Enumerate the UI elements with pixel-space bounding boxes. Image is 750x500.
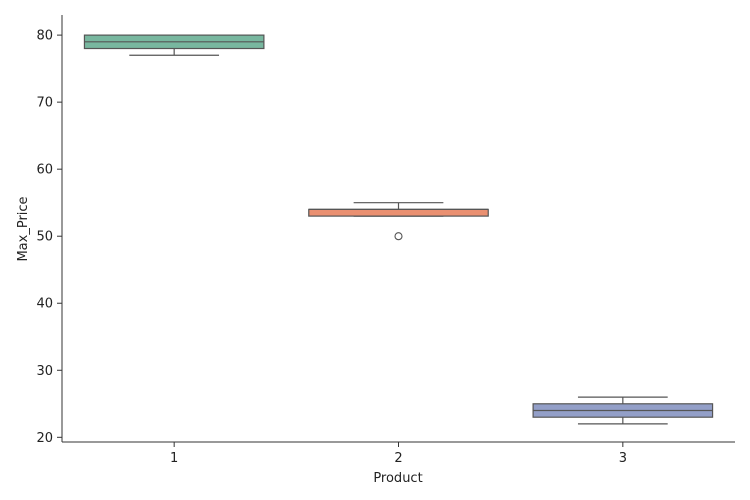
axes (61, 15, 735, 443)
outlier-point (394, 232, 403, 241)
iqr-box (308, 208, 489, 217)
boxes (83, 34, 714, 425)
x-tick-label: 1 (170, 451, 178, 466)
box-1 (83, 34, 265, 56)
x-tick-label: 3 (619, 451, 627, 466)
x-ticks: 1 2 3 (170, 442, 627, 466)
y-tick-label: 40 (36, 297, 53, 312)
y-ticks: 20 30 40 50 60 70 80 (36, 29, 62, 446)
box-3 (532, 396, 714, 425)
y-tick-label: 20 (36, 431, 53, 446)
y-tick-label: 50 (36, 230, 53, 245)
y-tick-label: 80 (36, 29, 53, 44)
box-2 (308, 202, 489, 241)
y-tick-label: 70 (36, 96, 53, 111)
x-axis-label: Product (373, 471, 422, 486)
y-tick-label: 30 (36, 364, 53, 379)
y-axis-label: Max_Price (16, 196, 31, 261)
x-tick-label: 2 (394, 451, 402, 466)
y-tick-label: 60 (36, 163, 53, 178)
